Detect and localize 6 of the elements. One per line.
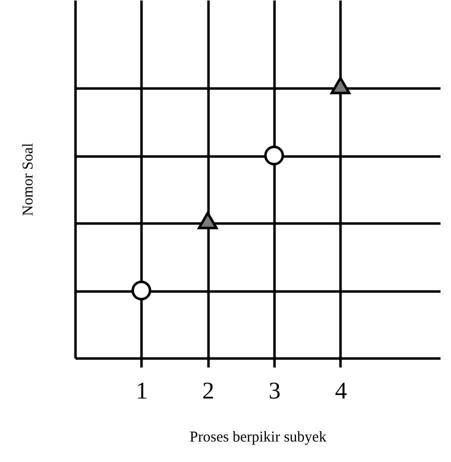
x-tick-label: 3 [268,378,281,404]
x-tick-label: 1 [136,378,148,404]
x-tick-label: 4 [334,378,347,404]
x-axis-title: Proses berpikir subyek [190,430,327,446]
y-axis-title: Nomor Soal [20,143,36,216]
x-tick-label: 2 [202,378,214,404]
